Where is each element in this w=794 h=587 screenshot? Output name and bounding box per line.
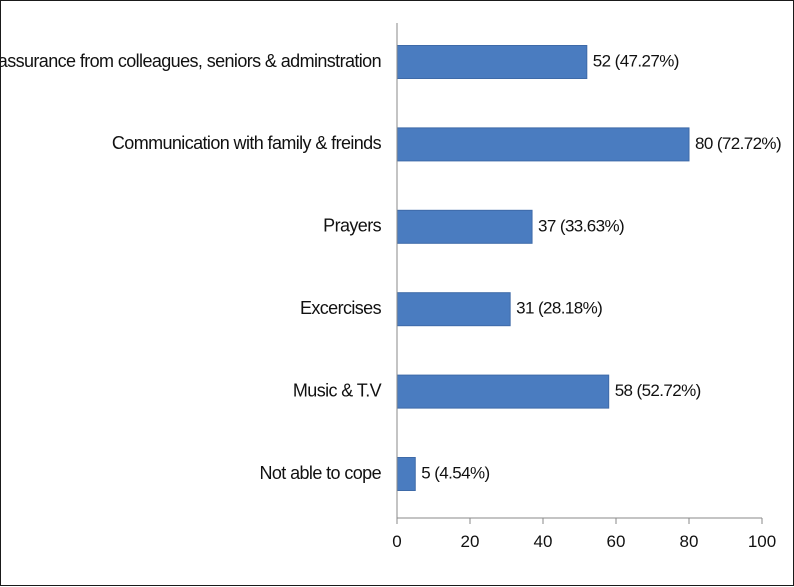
category-label: Not able to cope [260, 463, 382, 483]
data-label: 37 (33.63%) [538, 216, 624, 235]
category-label: Communication with family & freinds [112, 133, 382, 153]
category-label: Reassurance from colleagues, seniors & a… [1, 51, 381, 71]
x-tick-label: 0 [392, 532, 401, 551]
x-tick-label: 100 [748, 532, 776, 551]
x-tick-label: 40 [534, 532, 553, 551]
x-axis: 0 20 40 60 80 100 [392, 23, 776, 551]
x-tick-label: 20 [461, 532, 480, 551]
category-label: Prayers [323, 216, 381, 236]
bars-layer [396, 45, 690, 491]
category-label: Music & T.V [293, 380, 382, 400]
data-label: 52 (47.27%) [593, 51, 679, 70]
data-label: 58 (52.72%) [615, 381, 701, 400]
data-label: 31 (28.18%) [516, 299, 602, 318]
bar [396, 457, 416, 491]
bar [396, 45, 588, 79]
bar [396, 209, 533, 244]
data-label: 80 (72.72%) [695, 134, 781, 153]
bar [396, 292, 511, 327]
category-label: Excercises [300, 298, 382, 318]
data-label: 5 (4.54%) [421, 463, 489, 482]
x-tick-label: 60 [607, 532, 626, 551]
bar [396, 127, 690, 162]
labels-layer: Reassurance from colleagues, seniors & a… [1, 51, 782, 483]
bar [396, 374, 610, 409]
x-tick-label: 80 [680, 532, 699, 551]
